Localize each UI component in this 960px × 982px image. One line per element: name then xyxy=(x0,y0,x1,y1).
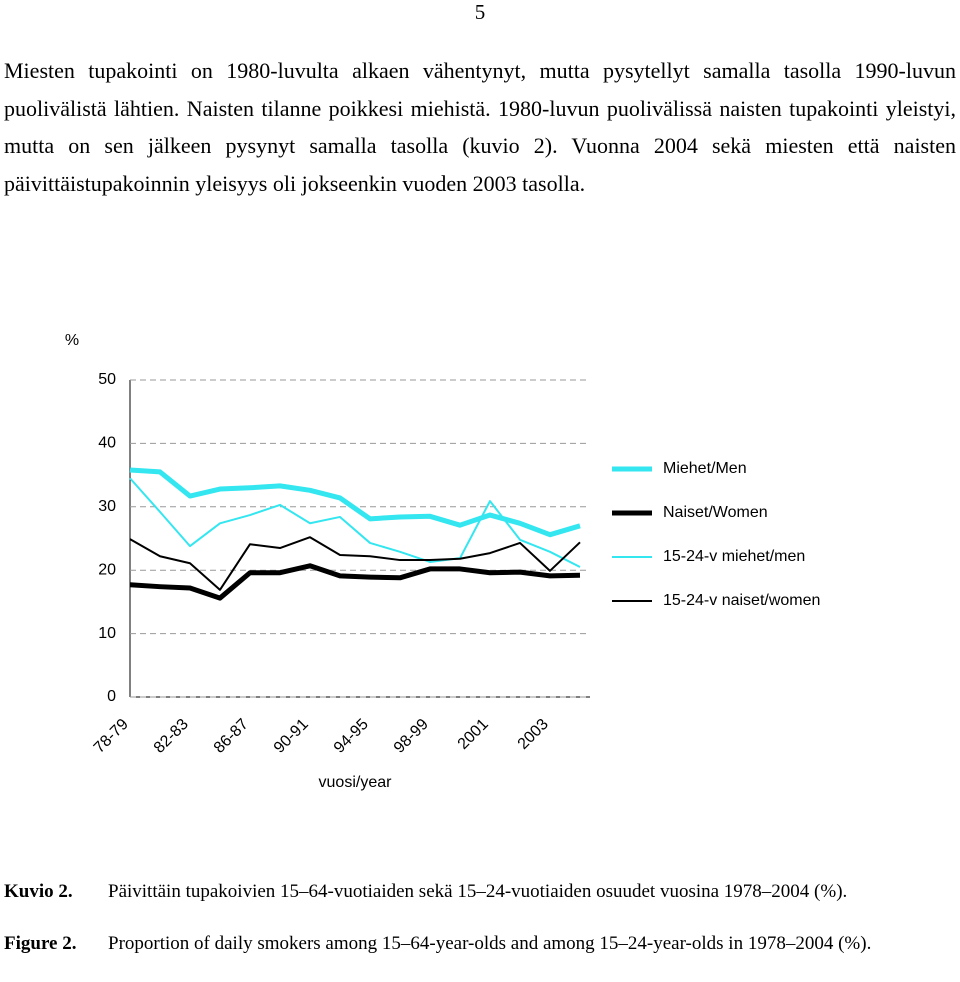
y-tick-label: 40 xyxy=(98,435,116,452)
y-axis-label: % xyxy=(65,332,79,349)
caption: Figure 2. Proportion of daily smokers amo… xyxy=(4,932,954,956)
x-tick-label: 82-83 xyxy=(151,716,192,757)
legend-label: 15-24-v miehet/men xyxy=(663,548,805,565)
legend-label: Naiset/Women xyxy=(663,504,768,521)
x-tick-label: 86-87 xyxy=(211,716,252,757)
caption-text: Proportion of daily smokers among 15–64-… xyxy=(108,933,872,954)
y-tick-label: 20 xyxy=(98,561,116,578)
legend-label: Miehet/Men xyxy=(663,460,747,477)
x-tick-label: 78-79 xyxy=(91,716,132,757)
series-line xyxy=(129,536,581,591)
y-tick-label: 10 xyxy=(98,625,116,642)
x-axis-label: vuosi/year xyxy=(319,774,393,791)
paragraph: Miesten tupakointi on 1980-luvulta alkae… xyxy=(4,58,956,196)
caption-label: Kuvio 2. xyxy=(4,881,73,902)
page-number: 5 xyxy=(474,0,486,24)
x-tick-label: 2001 xyxy=(455,716,492,753)
chart: % vuosi/year 0 10 20 30 40 50 78-79 82-83 86-87 9… xyxy=(65,332,821,791)
series-line xyxy=(129,563,581,601)
caption-label: Figure 2. xyxy=(4,933,77,954)
x-tick-label: 98-99 xyxy=(391,716,432,757)
x-tick-label: 2003 xyxy=(515,716,552,753)
caption: Kuvio 2. Päivittäin tupakoivien 15–64-vuo… xyxy=(4,880,954,904)
x-tick-label: 90-91 xyxy=(271,716,312,757)
series-line xyxy=(129,467,581,538)
caption-text: Päivittäin tupakoivien 15–64-vuotiaiden … xyxy=(108,881,848,902)
legend-label: 15-24-v naiset/women xyxy=(663,592,820,609)
y-tick-label: 0 xyxy=(107,688,116,705)
series-line xyxy=(129,477,581,568)
x-tick-label: 94-95 xyxy=(331,716,372,757)
y-tick-label: 30 xyxy=(98,498,116,515)
y-tick-label: 50 xyxy=(98,371,116,388)
